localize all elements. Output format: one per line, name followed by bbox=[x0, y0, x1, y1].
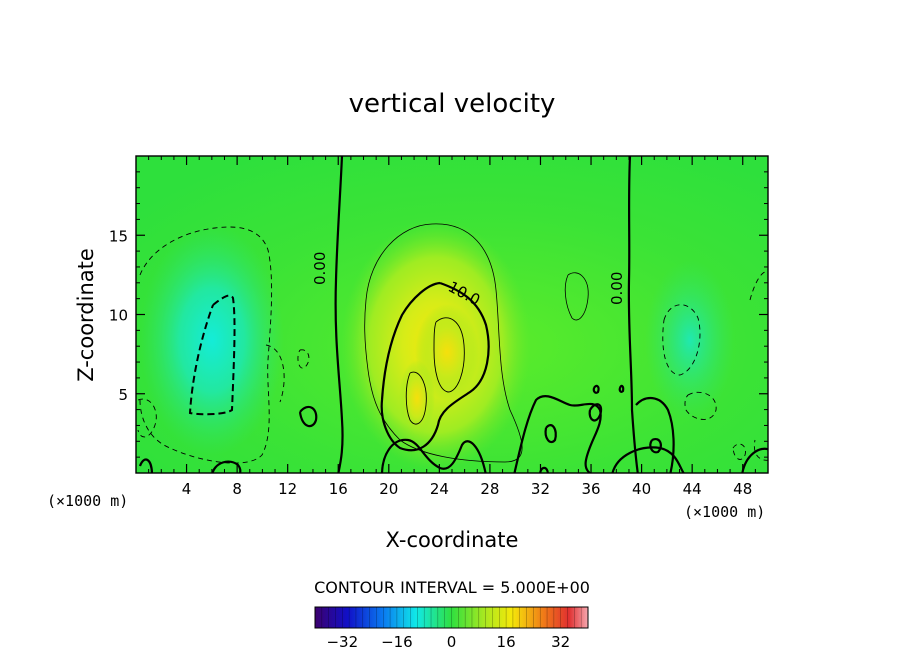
x-tick-label: 8 bbox=[232, 480, 242, 498]
updraft-core-contours bbox=[405, 317, 465, 425]
chart-title: vertical velocity bbox=[349, 89, 556, 119]
x-tick-label: 44 bbox=[683, 480, 702, 498]
contour-10-line bbox=[380, 281, 490, 452]
x-unit-label-left: (×1000 m) bbox=[47, 492, 128, 510]
y-axis-ticks: 5 10 15 bbox=[109, 171, 768, 458]
downdraft-shading-left bbox=[140, 225, 284, 455]
x-tick-label: 24 bbox=[430, 480, 449, 498]
x-tick-label: 48 bbox=[733, 480, 752, 498]
x-tick-label: 28 bbox=[480, 480, 499, 498]
x-axis-label: X-coordinate bbox=[386, 528, 519, 552]
y-tick-label: 10 bbox=[109, 307, 128, 325]
thin-positive-contours bbox=[364, 223, 589, 463]
y-axis-label: Z-coordinate bbox=[74, 248, 98, 382]
x-tick-label: 40 bbox=[632, 480, 651, 498]
x-tick-label: 36 bbox=[581, 480, 600, 498]
plot-area: 0.00 10.0 0.00 bbox=[136, 156, 768, 473]
updraft-core-shading-2 bbox=[399, 360, 435, 436]
x-unit-label-right: (×1000 m) bbox=[684, 503, 765, 521]
colorbar-tick-label: 0 bbox=[447, 633, 457, 651]
colorbar-gradient bbox=[314, 606, 589, 629]
contour-interval-text: CONTOUR INTERVAL = 5.000E+00 bbox=[314, 578, 590, 597]
x-tick-label: 20 bbox=[379, 480, 398, 498]
x-tick-label: 4 bbox=[182, 480, 192, 498]
colorbar-ticks: −32 −16 0 16 32 bbox=[326, 633, 570, 651]
colorbar-divisions bbox=[321, 607, 582, 628]
colorbar-tick-label: −16 bbox=[381, 633, 413, 651]
x-axis-ticks: 4 8 12 16 20 24 28 32 36 40 44 48 bbox=[148, 156, 756, 498]
x-tick-label: 32 bbox=[531, 480, 550, 498]
y-tick-label: 15 bbox=[109, 227, 128, 245]
contour-label-zero-left: 0.00 bbox=[311, 252, 329, 285]
x-tick-label: 12 bbox=[278, 480, 297, 498]
colorbar-tick-label: 32 bbox=[551, 633, 570, 651]
colorbar-tick-label: 16 bbox=[497, 633, 516, 651]
y-tick-label: 5 bbox=[118, 386, 128, 404]
contour-label-zero-right: 0.00 bbox=[608, 272, 626, 305]
colorbar-tick-label: −32 bbox=[326, 633, 358, 651]
colorbar: −32 −16 0 16 32 bbox=[314, 606, 589, 651]
downdraft-shading-right bbox=[645, 260, 735, 420]
x-tick-label: 16 bbox=[329, 480, 348, 498]
negative-contours bbox=[137, 226, 768, 464]
zero-contours bbox=[138, 156, 768, 473]
downdraft-core-contour bbox=[188, 294, 236, 416]
